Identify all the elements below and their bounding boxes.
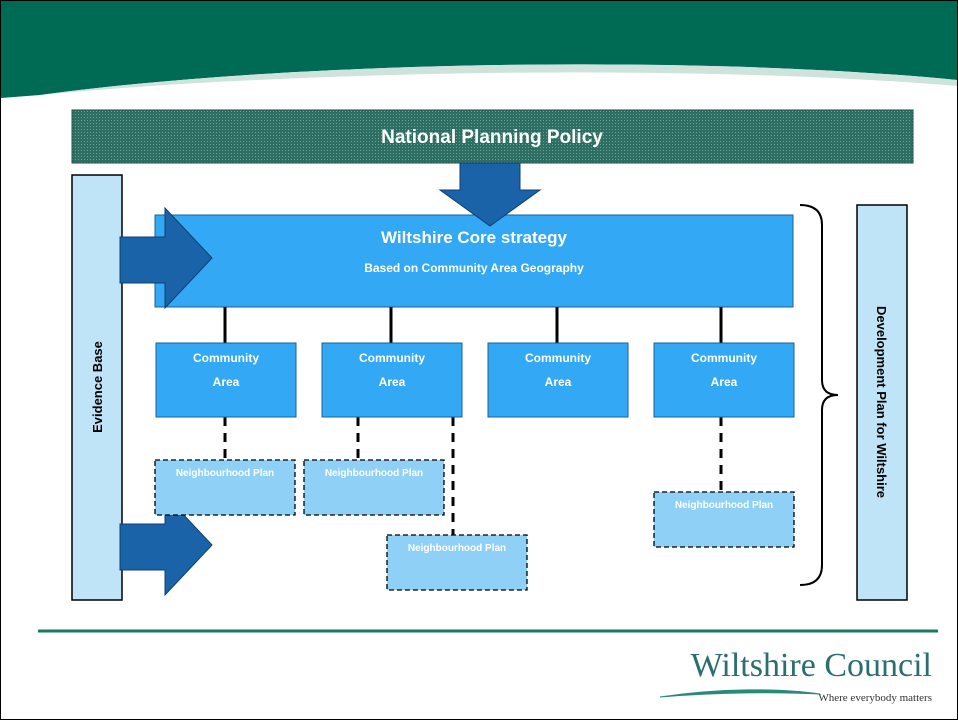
community-label: Area [213, 375, 240, 389]
community-label: Community [193, 351, 259, 365]
community-box [321, 342, 463, 418]
community-label: Area [545, 375, 572, 389]
plan-box [386, 534, 528, 591]
connectors [223, 307, 723, 343]
core-box [154, 214, 794, 308]
plan-box [154, 459, 296, 516]
policy-bar [71, 109, 914, 164]
community-box [155, 342, 297, 418]
logo-name: Wiltshire Council [691, 647, 932, 684]
evidence-label: Evidence Base [90, 341, 105, 433]
core-subtitle: Based on Community Area Geography [364, 261, 584, 275]
core-title: Wiltshire Core strategy [381, 228, 567, 247]
community-label: Community [691, 351, 757, 365]
right-arrow [119, 206, 213, 310]
community-box [487, 342, 629, 418]
plan-box [303, 459, 445, 516]
brace [799, 204, 839, 586]
down-arrow [438, 162, 542, 227]
community-label: Community [525, 351, 591, 365]
devplan-label: Development Plan for Wiltshire [874, 306, 889, 498]
community-label: Community [359, 351, 425, 365]
band-edge [40, 64, 957, 95]
evidence-box [71, 174, 123, 601]
plan-label: Neighbourhood Plan [176, 468, 274, 479]
devplan-box [856, 204, 908, 601]
logo-tagline: Where everybody matters [818, 692, 932, 704]
plan-label: Neighbourhood Plan [325, 468, 423, 479]
community-label: Area [379, 375, 406, 389]
plan-label: Neighbourhood Plan [675, 500, 773, 511]
policy-title: National Planning Policy [381, 127, 603, 148]
top-band [1, 1, 957, 98]
dashed-connectors [223, 417, 723, 535]
community-label: Area [711, 375, 738, 389]
right-arrow [119, 493, 213, 597]
plan-box [653, 491, 795, 548]
plan-label: Neighbourhood Plan [408, 543, 506, 554]
logo-swoosh [659, 689, 821, 698]
community-box [653, 342, 795, 418]
